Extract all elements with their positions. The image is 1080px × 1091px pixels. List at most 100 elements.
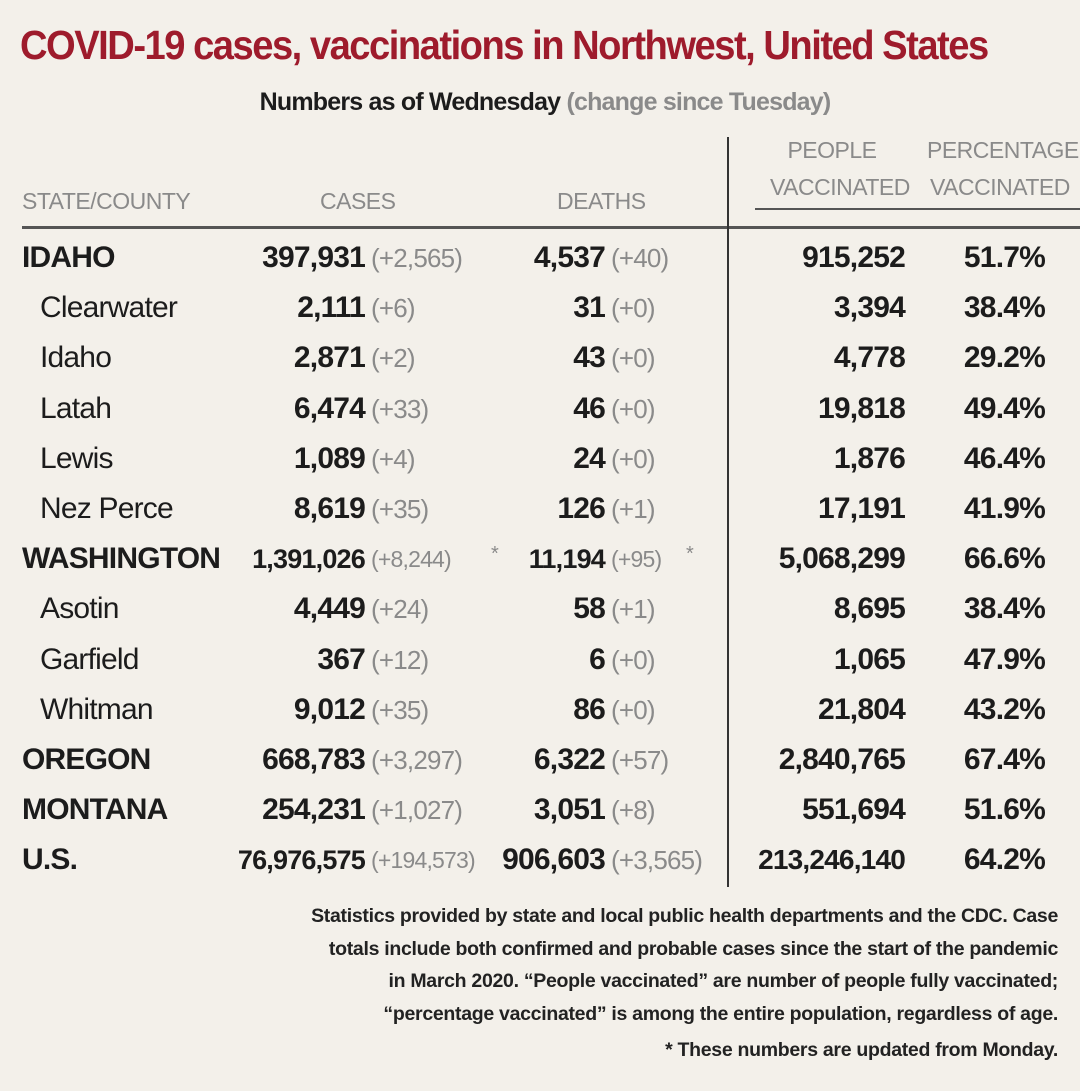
header-people-vaccinated-2: VACCINATED: [770, 174, 910, 200]
cases-value: 76,976,575: [237, 845, 366, 876]
header-percentage-vaccinated-1: PERCENTAGE: [927, 137, 1079, 163]
people-vaccinated-value: 17,191: [818, 492, 906, 525]
percentage-vaccinated-value: 47.9%: [963, 642, 1046, 676]
people-vaccinated-value: 21,804: [818, 692, 906, 726]
table-row: WASHINGTON 1,391,026 (+8,244) 11,194 (+95) 5,…: [0, 534, 1080, 584]
row-name: U.S.: [22, 843, 78, 877]
table-row: IDAHO 397,931 (+2,565) 4,537 (+40) 915,252 51.…: [0, 233, 1080, 283]
row-name: Garfield: [40, 642, 139, 676]
deaths-change: (+0): [611, 694, 656, 725]
cases-change: (+35): [371, 694, 429, 725]
table-row: MONTANA 254,231 (+1,027) 3,051 (+8) 551,694 51…: [0, 785, 1080, 835]
header-people-vaccinated-1: PEOPLE: [787, 137, 877, 163]
cases-change: (+1,027): [371, 795, 463, 826]
cases-change: (+35): [371, 494, 429, 524]
table-row: Lewis 1,089 (+4) 24 (+0) 1,876 46.4%: [0, 434, 1080, 484]
percentage-vaccinated-value: 38.4%: [963, 592, 1046, 626]
cases-change: (+12): [371, 644, 429, 675]
deaths-value: 6: [589, 642, 606, 676]
percentage-vaccinated-value: 67.4%: [963, 743, 1046, 776]
row-name: OREGON: [22, 743, 151, 776]
cases-change: (+4): [371, 443, 416, 474]
deaths-value: 46: [573, 391, 606, 425]
percentage-vaccinated-value: 29.2%: [963, 341, 1046, 375]
deaths-value: 6,322: [533, 743, 606, 776]
percentage-vaccinated-value: 38.4%: [963, 291, 1046, 325]
deaths-value: 58: [573, 592, 606, 626]
cases-change: (+8,244): [371, 546, 452, 573]
cases-value: 6,474: [293, 391, 366, 425]
deaths-value: 126: [557, 492, 605, 525]
percentage-vaccinated-value: 64.2%: [963, 843, 1046, 877]
footnote-line: totals include both confirmed and probab…: [328, 937, 1058, 960]
people-vaccinated-value: 5,068,299: [778, 542, 906, 576]
people-vaccinated-value: 1,065: [833, 642, 906, 676]
table-row: Nez Perce 8,619 (+35) 126 (+1) 17,191 41.9%: [0, 484, 1080, 534]
page-title: COVID-19 cases, vaccinations in Northwes…: [20, 22, 989, 68]
table-row: Garfield 367 (+12) 6 (+0) 1,065 47.9%: [0, 635, 1080, 685]
deaths-change: (+0): [611, 343, 656, 374]
table-row: Whitman 9,012 (+35) 86 (+0) 21,804 43.2%: [0, 685, 1080, 735]
percentage-vaccinated-value: 49.4%: [963, 391, 1046, 425]
deaths-change: (+0): [611, 443, 656, 474]
deaths-value: 86: [573, 692, 606, 726]
deaths-change: (+0): [611, 293, 656, 324]
row-name: Nez Perce: [40, 492, 174, 525]
deaths-value: 906,603: [502, 843, 606, 877]
updated-asterisk: *: [491, 543, 499, 566]
row-name: MONTANA: [22, 793, 168, 827]
header-percentage-vaccinated-2: VACCINATED: [930, 174, 1070, 200]
cases-value: 1,089: [293, 441, 366, 475]
table-row: U.S. 76,976,575 (+194,573) 906,603 (+3,565) 2…: [0, 835, 1080, 885]
percentage-vaccinated-value: 46.4%: [963, 441, 1046, 475]
row-name: Latah: [40, 391, 112, 425]
cases-change: (+33): [371, 393, 429, 424]
table-row: Idaho 2,871 (+2) 43 (+0) 4,778 29.2%: [0, 333, 1080, 383]
cases-change: (+2,565): [371, 243, 463, 273]
deaths-value: 31: [573, 291, 606, 325]
row-name: WASHINGTON: [22, 542, 221, 576]
people-vaccinated-value: 3,394: [833, 291, 906, 325]
people-vaccinated-value: 213,246,140: [758, 844, 906, 876]
percentage-vaccinated-value: 41.9%: [963, 492, 1046, 525]
deaths-value: 4,537: [533, 241, 606, 274]
cases-value: 668,783: [262, 743, 366, 776]
table-row: Latah 6,474 (+33) 46 (+0) 19,818 49.4%: [0, 384, 1080, 434]
cases-value: 367: [317, 642, 365, 676]
deaths-change: (+3,565): [611, 845, 703, 876]
people-vaccinated-value: 915,252: [802, 241, 906, 274]
footnote-asterisk-note: * These numbers are updated from Monday.: [665, 1039, 1058, 1061]
cases-value: 8,619: [293, 492, 366, 525]
people-vaccinated-value: 1,876: [833, 441, 906, 475]
deaths-value: 24: [573, 441, 606, 475]
column-divider: [727, 137, 729, 887]
cases-change: (+194,573): [371, 847, 476, 874]
deaths-value: 11,194: [528, 544, 606, 575]
cases-value: 397,931: [262, 241, 366, 274]
deaths-change: (+0): [611, 393, 656, 424]
cases-change: (+24): [371, 594, 429, 625]
footnote-line: Statistics provided by state and local p…: [311, 905, 1058, 927]
people-vaccinated-value: 19,818: [818, 391, 906, 425]
deaths-change: (+40): [611, 243, 669, 273]
deaths-change: (+1): [611, 594, 656, 625]
deaths-change: (+95): [611, 546, 662, 573]
subtitle-main: Numbers as of Wednesday: [259, 88, 561, 116]
cases-value: 2,111: [297, 291, 366, 325]
header-rule: [22, 226, 1080, 229]
cases-value: 2,871: [293, 341, 366, 375]
percentage-vaccinated-value: 51.6%: [963, 793, 1046, 827]
percentage-vaccinated-value: 43.2%: [963, 692, 1046, 726]
cases-value: 254,231: [262, 793, 366, 827]
row-name: Asotin: [40, 592, 119, 626]
row-name: IDAHO: [22, 241, 115, 274]
table-row: Asotin 4,449 (+24) 58 (+1) 8,695 38.4%: [0, 584, 1080, 634]
row-name: Whitman: [40, 692, 154, 726]
footnote-line: “percentage vaccinated” is among the ent…: [383, 1002, 1058, 1025]
footnote: Statistics provided by state and local p…: [8, 900, 1058, 1067]
percentage-vaccinated-value: 66.6%: [963, 542, 1046, 576]
updated-asterisk: *: [686, 543, 694, 566]
header-state: STATE/COUNTY: [22, 188, 191, 214]
deaths-value: 43: [573, 341, 606, 375]
row-name: Idaho: [40, 341, 112, 375]
